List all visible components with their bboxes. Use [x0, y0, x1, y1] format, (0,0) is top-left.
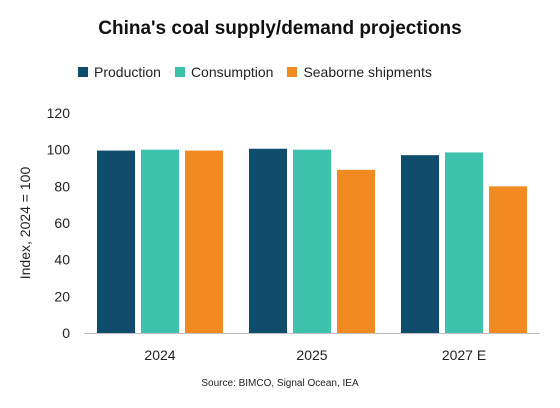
bar-production-2024 [97, 150, 135, 333]
x-axis-ticks: 2024 2025 2027 E [144, 347, 486, 363]
x-tick-label: 2024 [144, 347, 175, 363]
legend-item-seaborne: Seaborne shipments [287, 64, 432, 80]
legend-item-production: Production [78, 64, 161, 80]
y-axis-ticks: 0 20 40 60 80 100 120 [47, 105, 71, 341]
x-tick-label: 2027 E [442, 347, 486, 363]
y-tick-label: 100 [47, 142, 71, 158]
chart-legend: Production Consumption Seaborne shipment… [78, 64, 432, 80]
legend-swatch-seaborne [287, 67, 298, 77]
y-tick-label: 40 [54, 252, 70, 268]
bar-production-2027-e [401, 155, 439, 333]
bar-seaborne-shipments-2027-e [489, 186, 527, 333]
legend-label-production: Production [94, 64, 161, 80]
y-tick-label: 120 [47, 105, 71, 121]
bars-group [97, 148, 527, 333]
bar-seaborne-shipments-2025 [337, 169, 375, 333]
x-tick-label: 2025 [296, 347, 327, 363]
source-note: Source: BIMCO, Signal Ocean, IEA [201, 378, 359, 389]
bar-consumption-2027-e [445, 152, 483, 333]
legend-swatch-consumption [174, 67, 185, 77]
bar-seaborne-shipments-2024 [185, 150, 223, 333]
legend-label-consumption: Consumption [190, 64, 274, 80]
bar-consumption-2025 [293, 149, 331, 333]
y-tick-label: 60 [54, 215, 70, 231]
legend-label-seaborne: Seaborne shipments [303, 64, 432, 80]
y-tick-label: 20 [54, 288, 70, 304]
chart-title: China's coal supply/demand projections [98, 18, 462, 39]
y-axis-title: Index, 2024 = 100 [17, 167, 33, 280]
y-tick-label: 80 [54, 178, 70, 194]
legend-item-consumption: Consumption [174, 64, 274, 80]
legend-swatch-production [78, 67, 88, 77]
bar-production-2025 [249, 148, 287, 333]
y-tick-label: 0 [62, 325, 70, 341]
bar-consumption-2024 [141, 149, 179, 333]
